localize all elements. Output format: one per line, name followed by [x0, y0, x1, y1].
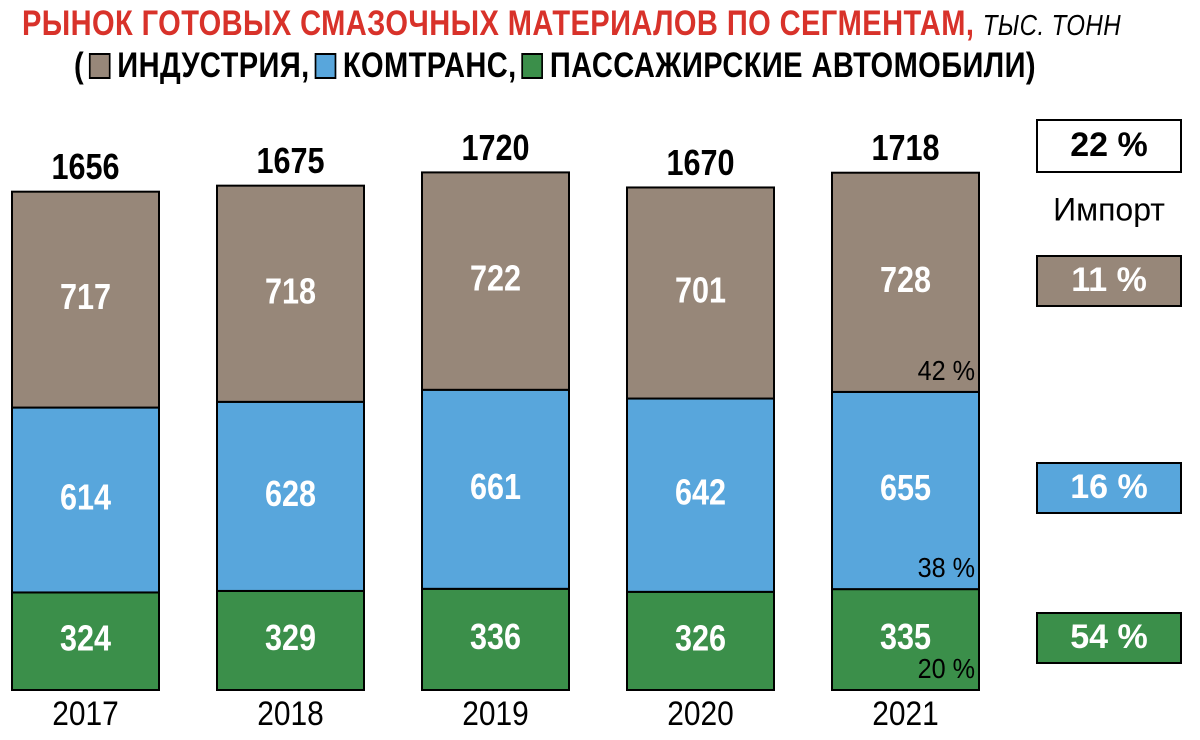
data-label-industry-2017: 717: [60, 278, 111, 318]
import-box-industry: [1036, 255, 1182, 307]
share-label-comtrans-2021: 38 %: [918, 552, 975, 584]
import-box-comtrans: [1036, 462, 1182, 514]
bar-segment-industry-2021: [831, 171, 980, 393]
bar-segment-passenger-2018: [216, 589, 365, 692]
import-label: Импорт: [1053, 191, 1165, 227]
data-label-industry-2020: 701: [675, 271, 726, 311]
data-label-industry-2019: 722: [470, 259, 521, 299]
import-total-box: [1036, 119, 1182, 173]
bar-segment-comtrans-2019: [421, 388, 570, 590]
x-tick-label-2017: 2017: [52, 694, 119, 732]
import-value-industry: 11 %: [1071, 261, 1147, 299]
legend: ( ИНДУСТРИЯ, КОМТРАНС, ПАССАЖИРСКИЕ АВТОМОБ…: [74, 46, 1036, 86]
x-tick-label-2018: 2018: [257, 694, 324, 732]
import-value-comtrans: 16 %: [1070, 468, 1148, 506]
bar-segment-passenger-2019: [421, 587, 570, 691]
legend-label-passenger: ПАССАЖИРСКИЕ АВТОМОБИЛИ: [549, 46, 1026, 85]
total-label-2018: 1675: [256, 142, 324, 182]
data-label-passenger-2017: 324: [60, 619, 111, 659]
data-label-passenger-2021: 335: [880, 618, 931, 658]
legend-label-comtrans: КОМТРАНС,: [342, 46, 517, 85]
bar-segment-industry-2020: [626, 186, 775, 400]
total-label-2017: 1656: [51, 148, 119, 188]
x-tick-label-2020: 2020: [667, 694, 734, 732]
legend-swatch-comtrans: [314, 53, 337, 79]
total-label-2020: 1670: [666, 144, 734, 184]
legend-close-paren: ): [1025, 46, 1036, 85]
chart-title-main: РЫНОК ГОТОВЫХ СМАЗОЧНЫХ МАТЕРИАЛОВ ПО СЕ…: [22, 4, 975, 43]
chart-title: РЫНОК ГОТОВЫХ СМАЗОЧНЫХ МАТЕРИАЛОВ ПО СЕ…: [22, 4, 1121, 44]
data-label-comtrans-2020: 642: [675, 473, 726, 513]
import-value-passenger: 54 %: [1070, 618, 1148, 656]
x-tick-label-2021: 2021: [872, 694, 939, 732]
share-label-industry-2021: 42 %: [918, 355, 975, 387]
data-label-passenger-2020: 326: [675, 619, 726, 659]
data-label-comtrans-2019: 661: [470, 468, 521, 508]
total-label-2021: 1718: [871, 129, 939, 169]
bar-segment-industry-2019: [421, 171, 570, 391]
data-label-passenger-2019: 336: [470, 618, 521, 658]
legend-swatch-industry: [89, 53, 111, 79]
data-label-comtrans-2018: 628: [265, 475, 316, 515]
bar-segment-comtrans-2021: [831, 390, 980, 591]
legend-label-industry: ИНДУСТРИЯ,: [117, 46, 310, 85]
bar-segment-industry-2017: [11, 190, 160, 409]
bar-segment-passenger-2017: [11, 591, 160, 691]
data-label-comtrans-2021: 655: [880, 469, 931, 509]
x-tick-label-2019: 2019: [462, 694, 529, 732]
import-box-passenger: [1036, 612, 1182, 664]
data-label-comtrans-2017: 614: [60, 478, 111, 518]
bar-segment-passenger-2021: [831, 588, 980, 691]
bar-segment-passenger-2020: [626, 590, 775, 691]
import-total-value: 22 %: [1070, 126, 1148, 164]
chart-title-unit: ТЫС. ТОНН: [982, 10, 1121, 42]
data-label-passenger-2018: 329: [265, 619, 316, 659]
bar-segment-comtrans-2020: [626, 397, 775, 593]
total-label-2019: 1720: [461, 129, 529, 169]
legend-open-paren: (: [74, 46, 85, 85]
legend-swatch-passenger: [521, 53, 544, 79]
bar-segment-comtrans-2017: [11, 406, 160, 594]
data-label-industry-2018: 718: [265, 272, 316, 312]
share-label-passenger-2021: 20 %: [918, 653, 975, 685]
data-label-industry-2021: 728: [880, 261, 931, 301]
bar-segment-industry-2018: [216, 184, 365, 403]
